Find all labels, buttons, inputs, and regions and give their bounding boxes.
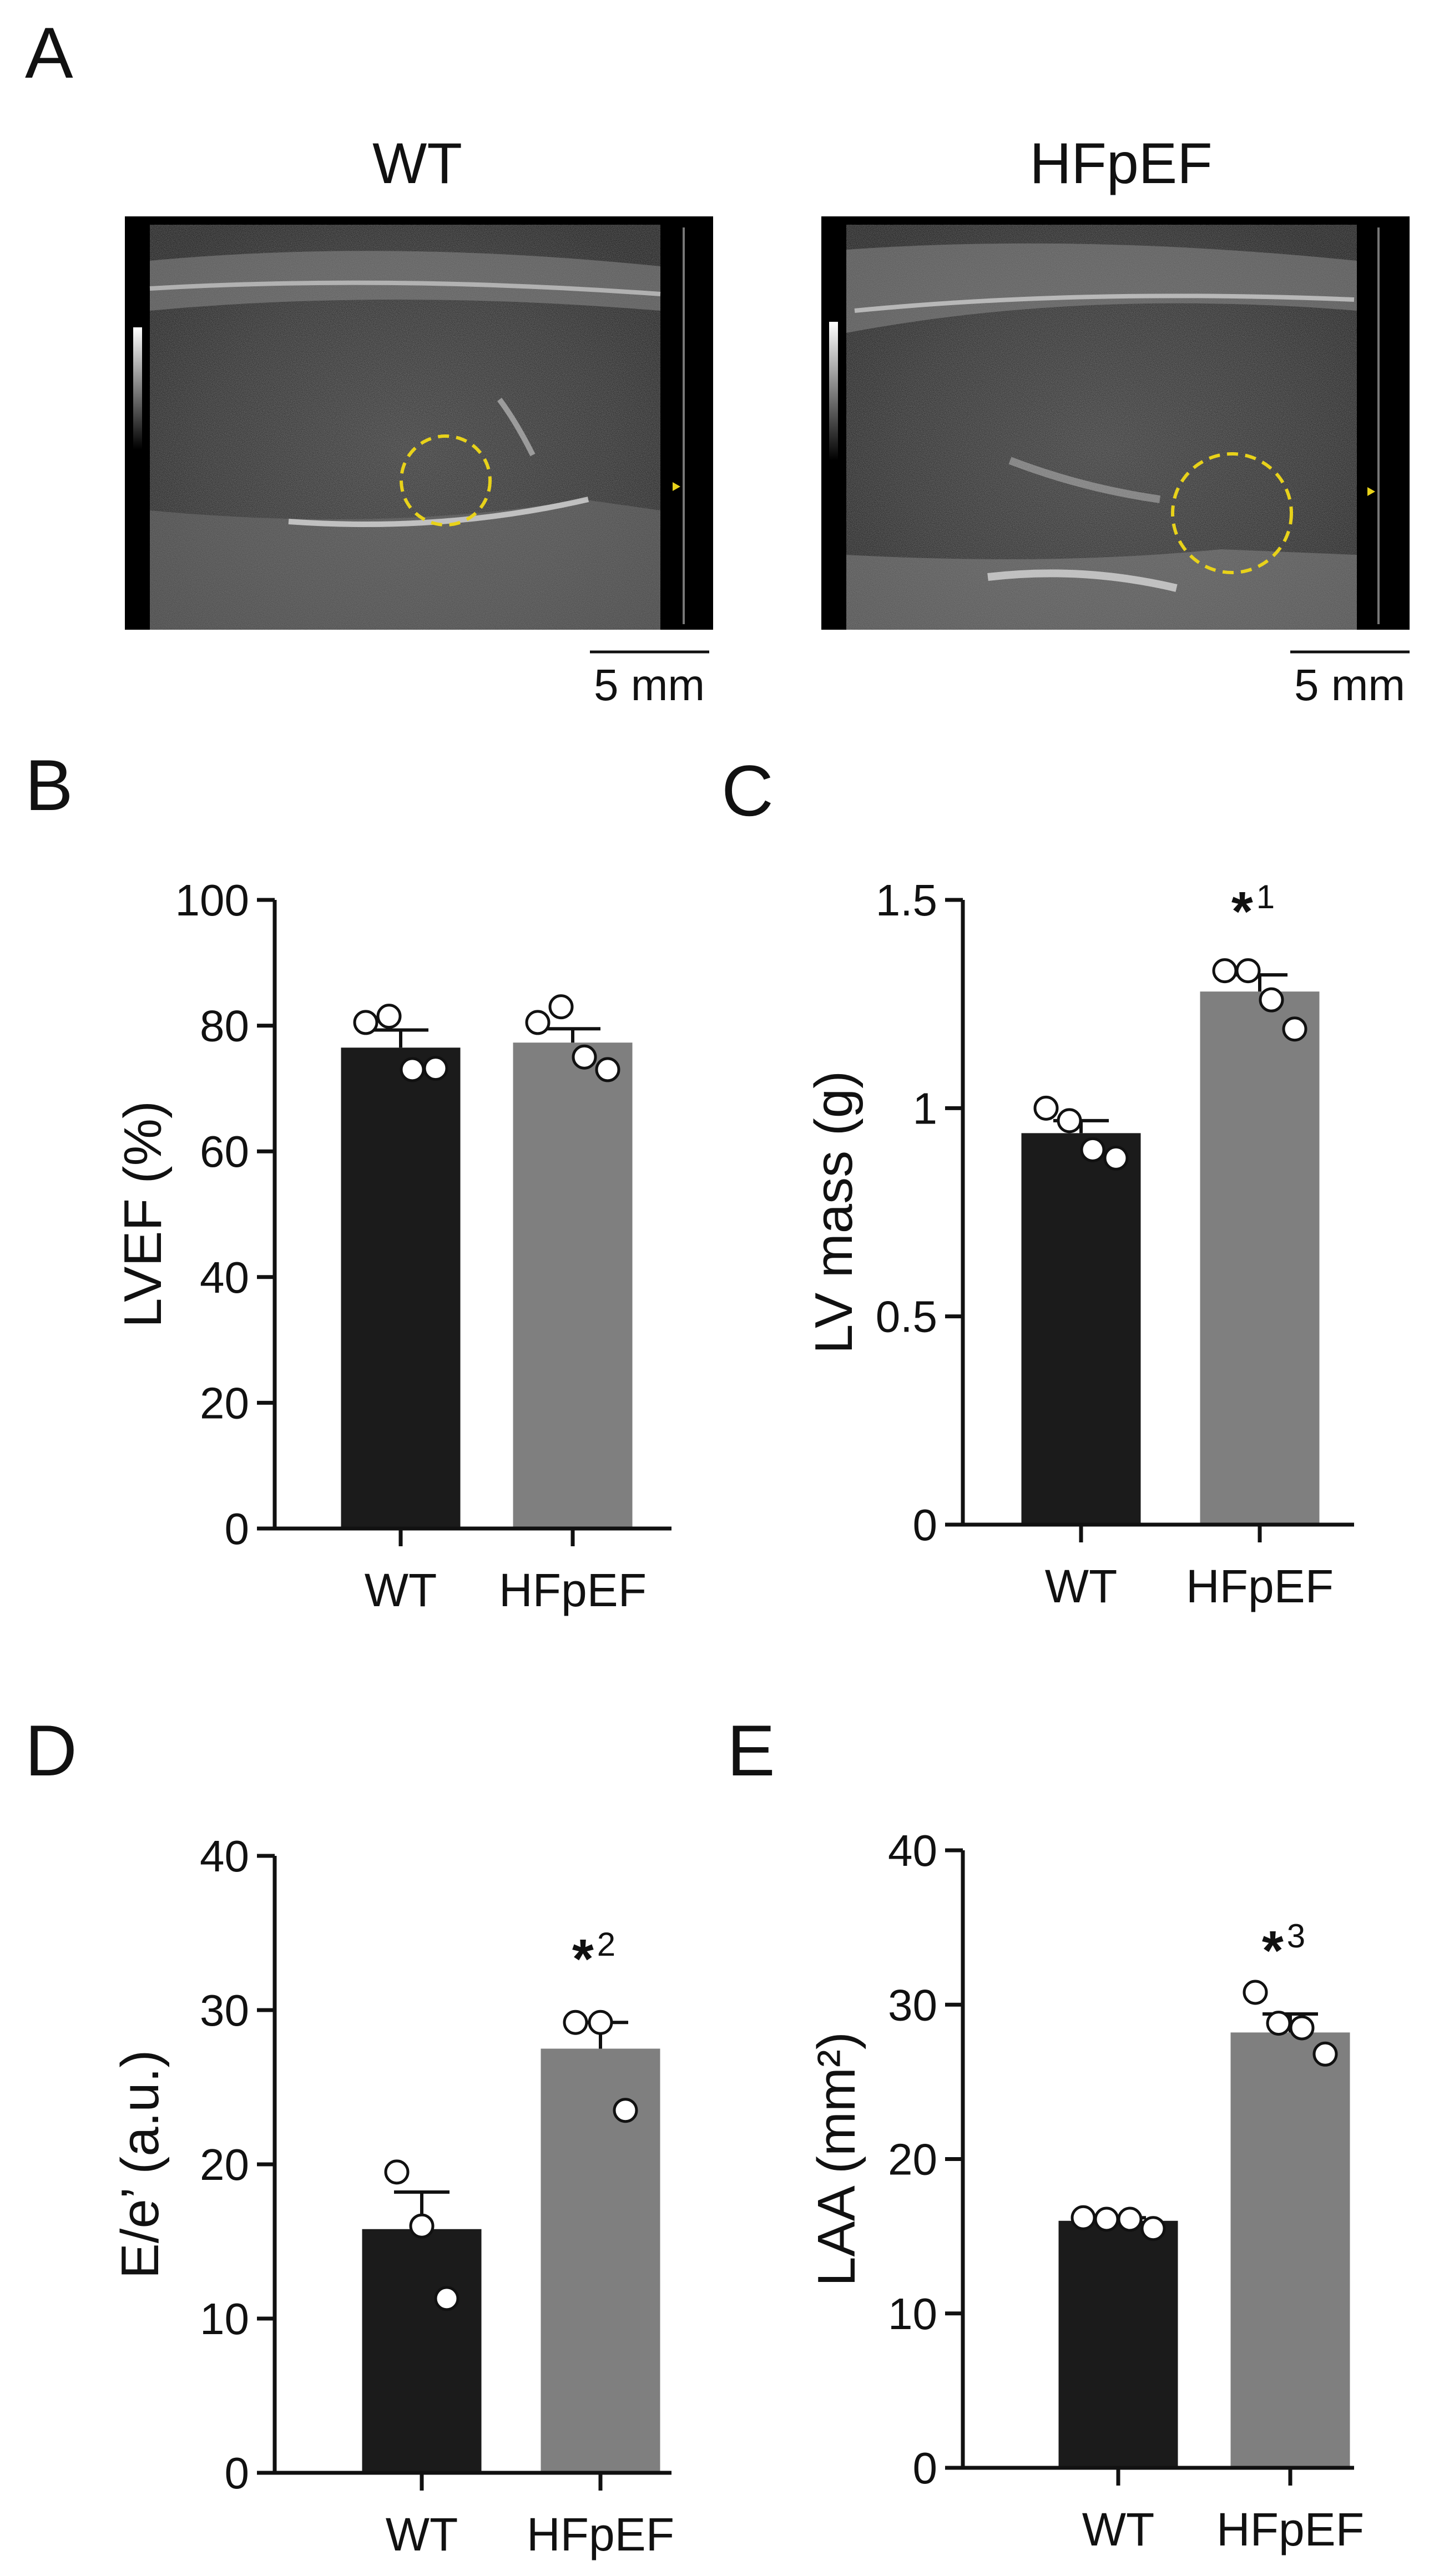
data-point <box>1080 1137 1105 1162</box>
x-tick-label: WT <box>386 2508 458 2560</box>
data-point <box>588 2010 613 2035</box>
y-tick-label: 10 <box>200 2294 249 2344</box>
significance-footnote: 3 <box>1287 1917 1305 1955</box>
panel-letter-a: A <box>25 12 73 93</box>
y-tick-label: 0 <box>225 1504 250 1553</box>
data-point <box>1235 958 1261 984</box>
roi-circle-hfpef <box>1171 452 1293 574</box>
panel-letter-d: D <box>25 1710 77 1791</box>
panel-a: A WT 5 mm HFpEF <box>25 12 1410 710</box>
data-point <box>384 2159 410 2185</box>
chart-lvef: 0 20 40 60 80 100 WT HFpEF LVEF (%) <box>113 875 671 1616</box>
data-point <box>1312 2041 1338 2067</box>
bar <box>513 1042 633 1529</box>
y-tick-label: 0 <box>913 1500 938 1550</box>
significance-marker: * 2 <box>572 1926 615 1990</box>
ultrasound-image-wt: WT 5 mm <box>125 131 713 710</box>
panel-letter-e: E <box>727 1710 775 1791</box>
data-point <box>409 2213 435 2239</box>
y-axis-label: LV mass (g) <box>804 1071 864 1354</box>
data-point <box>613 2098 638 2123</box>
data-point <box>572 1044 597 1070</box>
data-point <box>1117 2206 1143 2232</box>
bar <box>362 2229 482 2473</box>
y-tick-label: 30 <box>888 1980 937 2030</box>
y-tick-label: 20 <box>888 2135 937 2184</box>
x-tick-label: HFpEF <box>499 1564 647 1616</box>
significance-marker: * 1 <box>1231 878 1275 943</box>
bar <box>1021 1133 1141 1525</box>
y-tick-label: 40 <box>200 1831 249 1881</box>
bar <box>1200 991 1320 1525</box>
chart-e-over-e-prime: * 2 0 10 20 30 40 WT HFpEF E/e’ (a.u.) <box>110 1831 674 2560</box>
data-point <box>1140 2216 1166 2241</box>
y-axis-label: E/e’ (a.u.) <box>110 2050 170 2279</box>
y-tick-label: 30 <box>200 1986 249 2035</box>
x-tick-label: WT <box>1045 1560 1118 1612</box>
y-axis-label: LAA (mm²) <box>807 2032 866 2286</box>
data-point <box>1266 2011 1291 2036</box>
data-point <box>1103 1145 1129 1171</box>
chart-lv-mass: * 1 0 0.5 1 1.5 WT HFpEF LV mass (g) <box>804 875 1354 1612</box>
y-tick-label: 60 <box>200 1127 249 1176</box>
data-point <box>353 1010 378 1035</box>
ultrasound-image-hfpef: HFpEF 5 mm <box>821 131 1410 710</box>
data-point <box>563 2010 588 2035</box>
significance-footnote: 2 <box>597 1926 615 1963</box>
y-tick-label: 0 <box>225 2448 250 2498</box>
data-point <box>1033 1095 1059 1121</box>
y-tick-label: 0 <box>913 2443 938 2493</box>
y-tick-label: 1 <box>913 1084 938 1133</box>
data-point <box>1212 958 1238 984</box>
y-tick-label: 10 <box>888 2289 937 2339</box>
data-point <box>434 2286 460 2311</box>
x-tick-label: WT <box>365 1564 437 1616</box>
image-title-hfpef: HFpEF <box>1029 131 1212 196</box>
data-point <box>1259 987 1284 1013</box>
y-tick-label: 100 <box>175 875 249 925</box>
data-point <box>423 1056 448 1081</box>
y-tick-label: 20 <box>200 1378 249 1428</box>
data-point <box>1282 1016 1307 1042</box>
x-tick-label: HFpEF <box>1186 1560 1334 1612</box>
y-tick-label: 0.5 <box>876 1292 937 1342</box>
data-point <box>1071 2205 1096 2230</box>
scale-bar-label-hfpef: 5 mm <box>1294 660 1405 710</box>
data-point <box>400 1057 425 1082</box>
data-point <box>1243 1980 1268 2005</box>
data-point <box>595 1057 620 1082</box>
y-tick-label: 80 <box>200 1001 249 1051</box>
data-point <box>525 1010 551 1035</box>
data-point <box>1057 1108 1082 1133</box>
y-axis-label: LVEF (%) <box>113 1101 173 1328</box>
scale-bar-label-wt: 5 mm <box>594 660 705 710</box>
significance-footnote: 1 <box>1256 878 1275 915</box>
significance-marker: * 3 <box>1262 1917 1305 1982</box>
x-tick-label: WT <box>1082 2503 1155 2555</box>
y-tick-label: 1.5 <box>876 875 937 925</box>
panel-letter-c: C <box>721 750 774 831</box>
roi-circle-wt <box>400 434 492 527</box>
bar <box>1058 2220 1178 2468</box>
data-point <box>1289 2015 1315 2041</box>
bar <box>541 2048 660 2473</box>
data-point <box>1094 2206 1119 2232</box>
chart-laa: * 3 0 10 20 30 40 WT HFpEF LAA (mm²) <box>807 1826 1364 2555</box>
y-tick-label: 20 <box>200 2140 249 2189</box>
y-tick-label: 40 <box>888 1826 937 1875</box>
data-point <box>548 994 574 1020</box>
image-title-wt: WT <box>372 131 462 196</box>
x-tick-label: HFpEF <box>527 2508 674 2560</box>
x-tick-label: HFpEF <box>1216 2503 1364 2555</box>
bar <box>1230 2032 1350 2468</box>
panel-letter-b: B <box>25 745 73 826</box>
bar <box>341 1047 461 1529</box>
y-tick-label: 40 <box>200 1253 249 1302</box>
data-point <box>376 1004 402 1029</box>
